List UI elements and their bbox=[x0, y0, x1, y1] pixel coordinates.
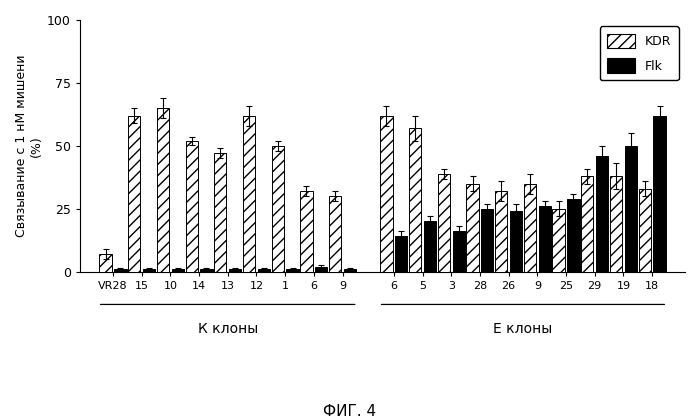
Bar bbox=[424, 221, 436, 272]
Bar bbox=[581, 176, 594, 272]
Bar bbox=[638, 189, 651, 272]
Bar bbox=[99, 254, 112, 272]
Bar bbox=[567, 199, 580, 272]
Text: ФИГ. 4: ФИГ. 4 bbox=[323, 404, 377, 419]
Bar bbox=[344, 269, 356, 272]
Bar bbox=[624, 146, 637, 272]
Bar bbox=[380, 116, 393, 272]
Bar bbox=[172, 269, 184, 272]
Bar bbox=[315, 267, 328, 272]
Bar bbox=[258, 269, 270, 272]
Bar bbox=[243, 116, 256, 272]
Text: К клоны: К клоны bbox=[197, 322, 258, 336]
Bar bbox=[395, 236, 407, 272]
Bar bbox=[214, 153, 227, 272]
Bar bbox=[510, 211, 522, 272]
Bar bbox=[114, 269, 127, 272]
Bar bbox=[409, 128, 421, 272]
Legend: KDR, Flk: KDR, Flk bbox=[600, 26, 679, 80]
Bar bbox=[538, 206, 551, 272]
Bar bbox=[300, 191, 313, 272]
Bar bbox=[186, 141, 198, 272]
Bar bbox=[200, 269, 213, 272]
Bar bbox=[128, 116, 141, 272]
Bar bbox=[552, 209, 565, 272]
Bar bbox=[524, 184, 536, 272]
Bar bbox=[329, 196, 342, 272]
Bar bbox=[653, 116, 666, 272]
Bar bbox=[229, 269, 241, 272]
Bar bbox=[452, 231, 465, 272]
Bar bbox=[272, 146, 284, 272]
Bar bbox=[481, 209, 493, 272]
Bar bbox=[466, 184, 479, 272]
Bar bbox=[157, 108, 169, 272]
Bar bbox=[596, 156, 608, 272]
Bar bbox=[286, 269, 299, 272]
Bar bbox=[438, 173, 450, 272]
Bar bbox=[610, 176, 622, 272]
Text: Е клоны: Е клоны bbox=[494, 322, 552, 336]
Bar bbox=[143, 269, 155, 272]
Bar bbox=[495, 191, 508, 272]
Y-axis label: Связывание с 1 нМ мишени
(%): Связывание с 1 нМ мишени (%) bbox=[15, 55, 43, 237]
